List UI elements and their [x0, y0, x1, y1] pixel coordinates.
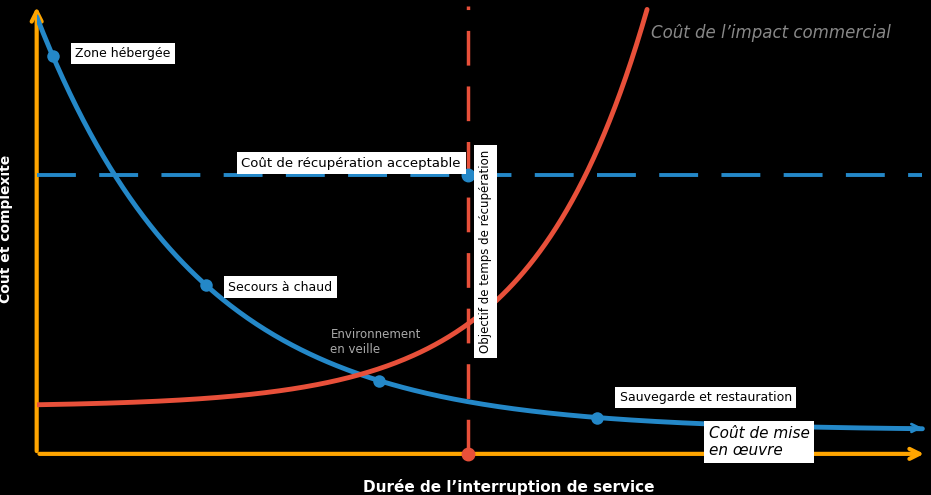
Text: Secours à chaud: Secours à chaud	[228, 281, 332, 294]
Text: Sauvegarde et restauration: Sauvegarde et restauration	[620, 391, 792, 404]
Text: Environnement
en veille: Environnement en veille	[331, 328, 421, 356]
Text: Objectif de temps de récupération: Objectif de temps de récupération	[479, 150, 492, 353]
Text: Coût et complexité: Coût et complexité	[0, 155, 13, 303]
Text: Durée de l’interruption de service: Durée de l’interruption de service	[363, 479, 654, 495]
Text: Coût de mise
en œuvre: Coût de mise en œuvre	[708, 426, 810, 458]
Text: Coût de récupération acceptable: Coût de récupération acceptable	[241, 156, 461, 170]
Text: Coût de l’impact commercial: Coût de l’impact commercial	[652, 24, 891, 43]
Text: Zone hébergée: Zone hébergée	[75, 47, 170, 60]
